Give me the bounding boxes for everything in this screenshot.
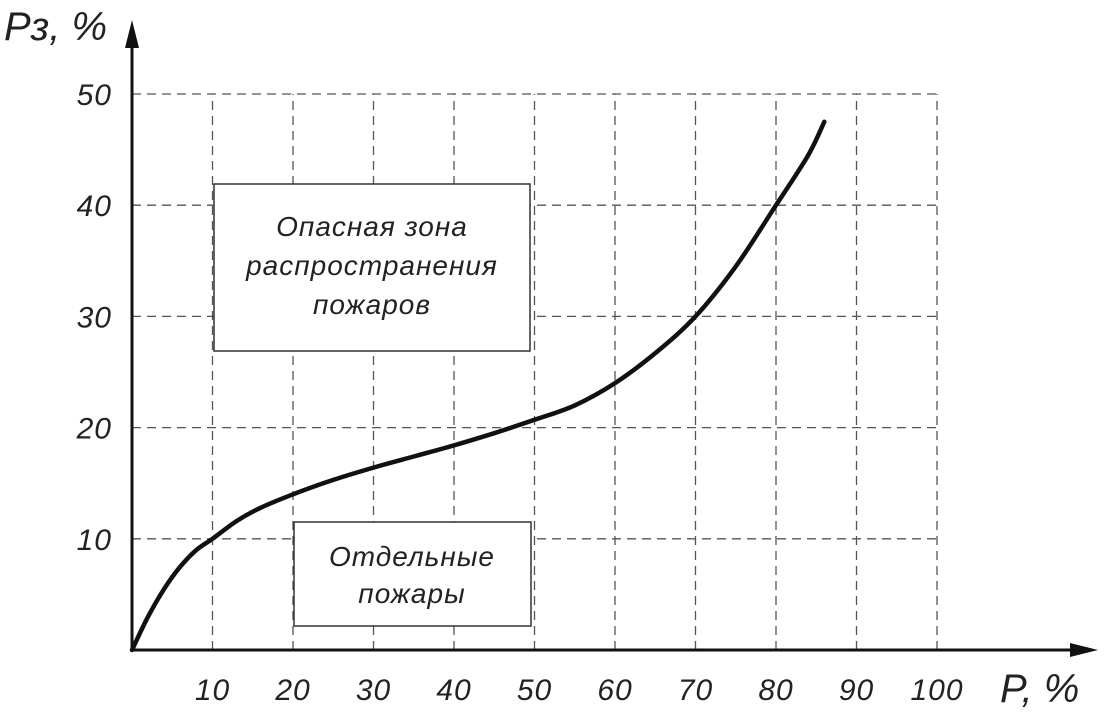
annotation-separate-fires-line-2: пожары [358, 578, 465, 609]
x-tick-label: 90 [839, 674, 874, 707]
y-tick-label: 10 [77, 524, 112, 557]
y-tick-label: 20 [76, 413, 112, 446]
x-tick-label: 60 [597, 674, 632, 707]
annotation-danger-zone-line-2: распространения [245, 250, 498, 281]
annotation-danger-zone-line-3: пожаров [313, 289, 431, 320]
x-tick-label: 80 [758, 674, 793, 707]
y-axis-title: Pз, % [4, 5, 107, 49]
y-axis-arrow [125, 20, 139, 48]
annotation-danger-zone: Опасная зона распространения пожаров [213, 183, 531, 352]
x-tick-label: 10 [195, 674, 230, 707]
annotation-separate-fires-line-1: Отдельные [329, 541, 495, 572]
grid [132, 93, 938, 650]
x-tick-label: 100 [910, 674, 963, 707]
y-tick-label: 30 [77, 301, 112, 334]
x-tick-label: 30 [356, 674, 391, 707]
annotation-danger-zone-box [213, 183, 531, 352]
series-group [129, 119, 827, 653]
annotation-separate-fires: Отдельные пожары [293, 521, 532, 627]
x-tick-label: 20 [274, 674, 310, 707]
y-tick-label: 50 [77, 79, 112, 112]
y-tick-label: 40 [77, 190, 112, 223]
series-line [129, 119, 827, 653]
axes [125, 20, 1098, 657]
annotation-separate-fires-box [293, 521, 532, 627]
x-tick-label: 70 [678, 674, 713, 707]
x-axis-arrow [1070, 643, 1098, 657]
tick-labels: 10 20 30 40 50 60 70 80 90 100 10 20 30 40 50 [76, 79, 963, 707]
x-axis-title: P, % [1000, 667, 1079, 711]
x-tick-label: 50 [517, 674, 552, 707]
annotation-danger-zone-line-1: Опасная зона [276, 211, 468, 242]
x-tick-label: 40 [436, 674, 471, 707]
